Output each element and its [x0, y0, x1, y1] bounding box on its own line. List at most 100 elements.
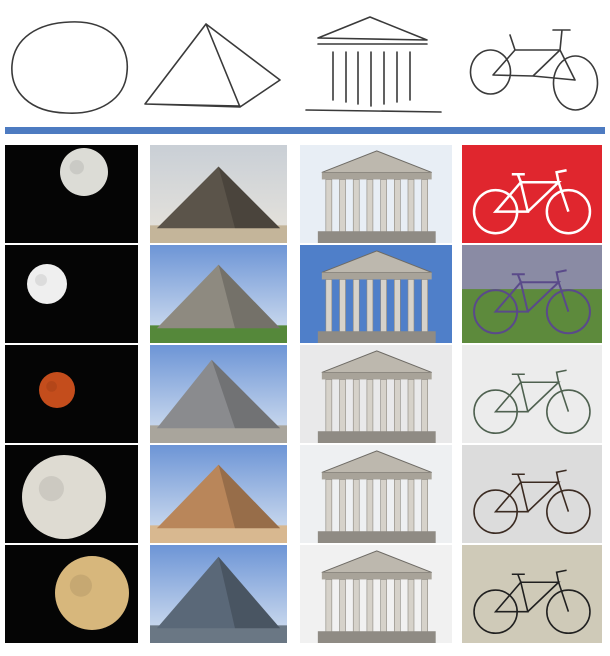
crater	[69, 160, 85, 175]
pyramid	[156, 359, 281, 429]
column	[380, 179, 387, 234]
frame	[493, 469, 570, 513]
ground	[150, 425, 287, 443]
field	[462, 289, 602, 343]
photo	[150, 345, 287, 443]
divider	[5, 127, 605, 134]
column	[325, 579, 333, 634]
sketch-circle	[11, 21, 129, 114]
column	[366, 379, 374, 434]
moon	[27, 264, 67, 304]
crater	[38, 476, 64, 502]
wheel	[546, 489, 591, 535]
frame	[493, 569, 570, 613]
pyramid-shade	[218, 556, 281, 629]
photo	[5, 545, 138, 643]
pyramid-shade	[218, 464, 281, 529]
backdrop	[462, 445, 602, 543]
column	[380, 279, 387, 334]
sketch-bicycle	[469, 29, 599, 111]
backdrop	[462, 545, 602, 643]
steps	[317, 431, 436, 443]
photo	[462, 345, 602, 443]
sketch-temple	[305, 16, 442, 113]
wheel	[546, 389, 591, 435]
photo	[300, 445, 452, 543]
photo	[300, 145, 452, 243]
entablature	[321, 272, 432, 280]
column	[421, 179, 428, 234]
wheel	[545, 289, 591, 335]
pyramid-shade	[218, 166, 281, 229]
photo	[300, 345, 452, 443]
column	[339, 179, 346, 234]
backdrop	[462, 345, 602, 443]
column	[352, 379, 360, 434]
photo	[462, 545, 602, 643]
sketch-row	[11, 16, 599, 114]
photo	[150, 445, 287, 543]
pyramid-shade	[218, 264, 281, 329]
column	[380, 479, 387, 534]
photo	[300, 545, 452, 643]
column	[352, 479, 360, 534]
sketch-pyramid	[144, 23, 281, 108]
column	[325, 279, 333, 334]
column	[393, 579, 401, 634]
entablature	[321, 472, 432, 480]
pyramid	[156, 464, 281, 529]
steps	[317, 631, 436, 643]
column	[325, 479, 333, 534]
column	[380, 579, 387, 634]
steps	[317, 331, 436, 343]
photo	[300, 245, 452, 343]
column	[325, 379, 333, 434]
wheel	[546, 589, 591, 635]
column	[407, 579, 415, 634]
steps	[317, 531, 436, 543]
column	[407, 379, 415, 434]
column	[393, 179, 401, 234]
moon	[55, 556, 129, 630]
night-sky	[5, 245, 138, 343]
photo	[5, 245, 138, 343]
pyramid	[156, 166, 281, 229]
photo	[150, 145, 287, 243]
frame	[493, 269, 570, 313]
crater	[69, 574, 92, 597]
photo	[150, 245, 287, 343]
pyramid-shade	[211, 359, 281, 429]
moon	[22, 455, 106, 539]
photo	[5, 345, 138, 443]
ground	[150, 225, 287, 243]
column	[366, 579, 374, 634]
column	[407, 479, 415, 534]
column	[352, 179, 360, 234]
wheel	[545, 188, 592, 235]
moon	[60, 148, 108, 196]
entablature	[321, 172, 432, 180]
column	[380, 379, 387, 434]
frame	[492, 169, 570, 213]
crater	[46, 381, 57, 392]
column	[339, 479, 346, 534]
photo	[462, 245, 602, 343]
column	[421, 579, 428, 634]
steps	[317, 231, 436, 243]
crater	[35, 274, 47, 286]
column	[393, 379, 401, 434]
photo	[462, 445, 602, 543]
ground	[150, 525, 287, 543]
column	[352, 279, 360, 334]
pyramid	[156, 264, 281, 329]
frame	[493, 369, 570, 413]
column	[366, 279, 374, 334]
column	[366, 479, 374, 534]
column	[325, 179, 333, 234]
photo	[150, 545, 287, 643]
entablature	[321, 572, 432, 580]
column	[393, 279, 401, 334]
column	[339, 579, 346, 634]
column	[366, 179, 374, 234]
